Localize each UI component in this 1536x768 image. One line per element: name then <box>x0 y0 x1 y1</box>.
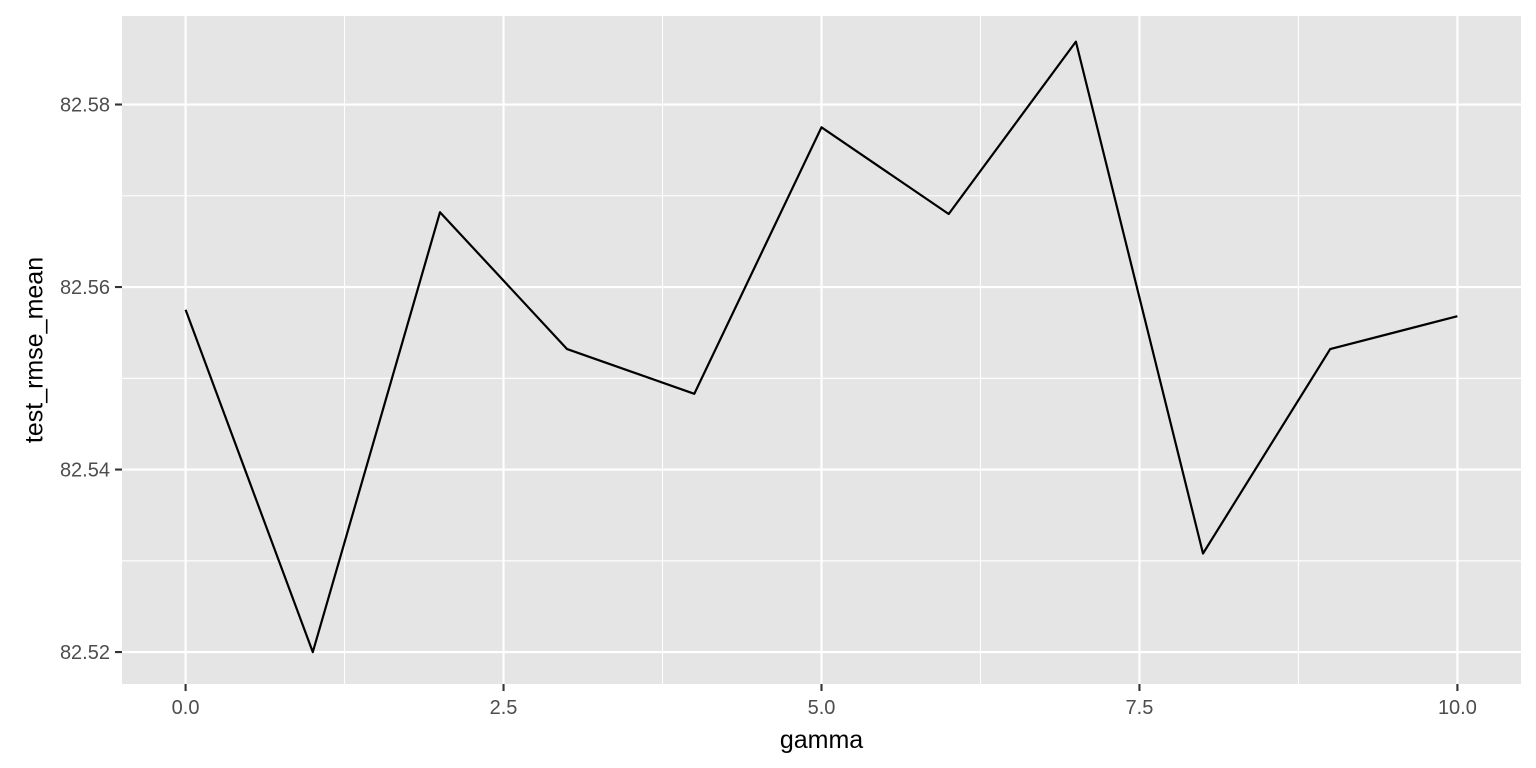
x-tick-label: 7.5 <box>1126 697 1154 719</box>
x-axis: 0.0 2.5 5.0 7.5 10.0 <box>172 684 1477 719</box>
x-axis-title: gamma <box>780 726 863 754</box>
y-axis-title: test_rmse_mean <box>21 257 49 443</box>
series-line <box>184 40 1458 654</box>
x-tick-label: 0.0 <box>172 697 200 719</box>
y-tick-label: 82.54 <box>60 460 110 482</box>
series-layer <box>184 40 1458 654</box>
y-tick-label: 82.58 <box>60 95 110 117</box>
y-tick-label: 82.52 <box>60 642 110 664</box>
x-tick-label: 10.0 <box>1438 697 1477 719</box>
y-tick-label: 82.56 <box>60 277 110 299</box>
y-axis: 82.52 82.54 82.56 82.58 <box>60 95 122 664</box>
x-tick-label: 5.0 <box>808 697 836 719</box>
x-tick-label: 2.5 <box>490 697 518 719</box>
major-gridlines <box>122 16 1521 684</box>
